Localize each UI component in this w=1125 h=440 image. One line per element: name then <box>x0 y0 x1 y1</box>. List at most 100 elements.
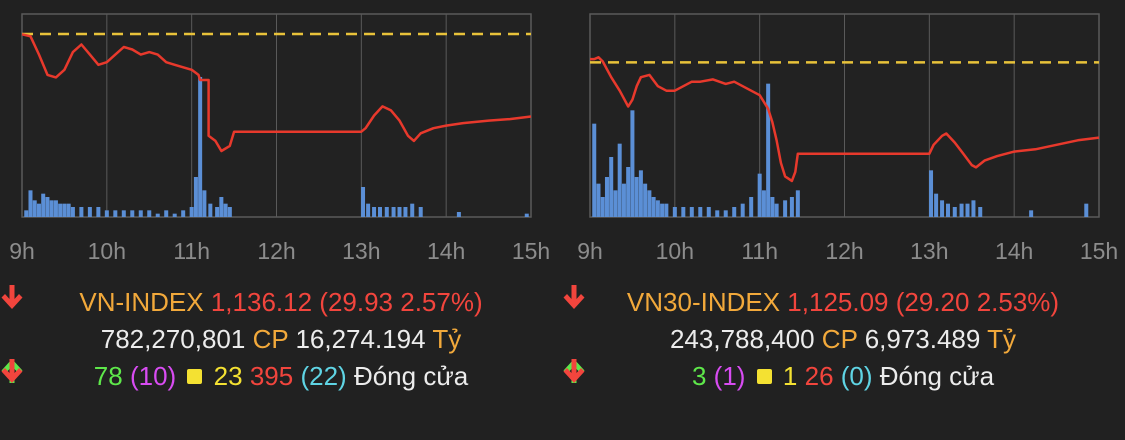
volume-bar <box>965 203 970 217</box>
volume-bar <box>155 213 160 217</box>
x-tick-label: 10h <box>88 238 126 264</box>
volume-bar <box>164 210 169 217</box>
index-name: VN30-INDEX <box>626 287 781 317</box>
x-tick-label: 11h <box>173 238 210 264</box>
cp-label: CP <box>252 324 289 354</box>
volume-bar <box>172 213 177 217</box>
volume-bar <box>655 200 660 217</box>
volume-bar <box>377 207 382 217</box>
volume-bar <box>36 203 41 217</box>
index-value: 1,125.09 <box>787 287 889 317</box>
index-name: VN-INDEX <box>79 287 204 317</box>
volume-bar <box>366 203 371 217</box>
volume-bar <box>215 207 220 217</box>
volume-bar <box>630 110 635 217</box>
down-arrow-icon <box>1 359 23 383</box>
volume-bar <box>634 177 639 217</box>
volume-bar <box>58 203 63 217</box>
down-arrow-icon <box>563 285 585 309</box>
volume-bar <box>66 203 71 217</box>
index-change: (29.20 2.53%) <box>895 287 1060 317</box>
volume-bar <box>49 200 54 217</box>
volume-bar <box>147 210 152 217</box>
ceiling-count: (1) <box>713 361 746 391</box>
volume-bar <box>952 207 957 217</box>
x-tick-label: 14h <box>995 238 1033 264</box>
volume-bar <box>384 207 389 217</box>
volume-bar <box>766 83 771 218</box>
x-tick-label: 15h <box>1080 238 1118 264</box>
volume-bar <box>53 200 58 217</box>
volume-bar <box>715 210 720 217</box>
trade-value: 6,973.489 <box>864 324 981 354</box>
volume-bar <box>104 210 109 217</box>
down-arrow-icon <box>563 359 585 383</box>
volume-bar <box>1029 210 1034 217</box>
market-status: Đóng cửa <box>879 361 995 391</box>
volume-bar <box>524 213 529 217</box>
volume-bar <box>613 190 618 217</box>
volume-bar <box>130 210 135 217</box>
volume-bar <box>208 203 213 217</box>
volume-bar <box>740 203 745 217</box>
volume-bar <box>626 167 631 217</box>
volume-bar <box>761 190 766 217</box>
ceiling-count: (10) <box>129 361 177 391</box>
volume-bar <box>940 200 945 217</box>
up-count: 3 <box>691 361 707 391</box>
index-value: 1,136.12 <box>210 287 313 317</box>
volume-bar <box>62 203 67 217</box>
unchanged-square-icon <box>187 369 203 384</box>
volume-bar <box>138 210 143 217</box>
volume-bar <box>651 197 656 217</box>
volume-bar <box>227 207 232 217</box>
x-tick-label: 10h <box>656 238 694 264</box>
volume-bar <box>87 207 92 217</box>
volume-bar <box>795 190 800 217</box>
market-status: Đóng cửa <box>353 361 469 391</box>
volume-bar <box>698 207 703 217</box>
volume-bar <box>45 197 50 217</box>
index-change: (29.93 2.57%) <box>319 287 483 317</box>
volume-bar <box>113 210 118 217</box>
x-tick-label: 15h <box>512 238 550 264</box>
volume-bar <box>189 207 194 217</box>
down-arrow-icon <box>1 285 23 309</box>
trade-value: 16,274.194 <box>295 324 426 354</box>
vn30-chart: 9h 10h 11h 12h 13h 14h 15h <box>577 13 1118 264</box>
volume-bar <box>32 200 37 217</box>
x-tick-label: 13h <box>342 238 380 264</box>
x-tick-label: 9h <box>9 238 35 264</box>
volume-bar <box>596 183 601 217</box>
vn30-summary-row: VN30-INDEX 1,125.09 (29.20 2.53%) <box>562 284 1124 321</box>
volume-bar <box>193 177 198 217</box>
volume-bar <box>181 210 186 217</box>
volume-bar <box>638 170 643 217</box>
vnindex-summary-row: VN-INDEX 1,136.12 (29.93 2.57%) <box>0 284 562 321</box>
volume-bar <box>681 207 686 217</box>
volume-bar <box>361 187 366 217</box>
volume-bar <box>121 210 126 217</box>
vnindex-breadth-row: 78 (10) 23 395 (22) Đóng cửa <box>0 358 562 395</box>
volume-bar <box>672 207 677 217</box>
volume-bar <box>96 207 101 217</box>
trade-volume: 782,270,801 <box>100 324 246 354</box>
volume-bar <box>41 193 46 217</box>
volume-bar <box>934 193 939 217</box>
volume-bar <box>723 210 728 217</box>
volume-bar <box>403 207 408 217</box>
volume-bar <box>372 207 377 217</box>
volume-bar <box>774 203 779 217</box>
volume-bar <box>609 157 614 217</box>
volume-bar <box>971 200 976 217</box>
volume-bar <box>418 207 423 217</box>
vn30-breadth-row: 3 (1) 1 26 (0) Đóng cửa <box>562 358 1124 395</box>
trade-volume: 243,788,400 <box>669 324 815 354</box>
volume-bar <box>223 203 228 217</box>
volume-bar <box>647 190 652 217</box>
volume-bar <box>219 197 224 217</box>
volume-bar <box>783 200 788 217</box>
volume-bar <box>757 173 762 217</box>
volume-bar <box>621 183 626 217</box>
down-count: 26 <box>804 361 834 391</box>
